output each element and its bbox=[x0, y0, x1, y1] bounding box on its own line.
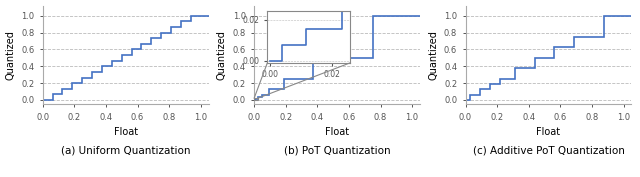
Y-axis label: Quantized: Quantized bbox=[217, 30, 227, 80]
X-axis label: Float: Float bbox=[325, 127, 349, 137]
Text: (c) Additive PoT Quantization: (c) Additive PoT Quantization bbox=[472, 146, 625, 156]
X-axis label: Float: Float bbox=[114, 127, 138, 137]
Y-axis label: Quantized: Quantized bbox=[428, 30, 438, 80]
X-axis label: Float: Float bbox=[536, 127, 561, 137]
Text: (a) Uniform Quantization: (a) Uniform Quantization bbox=[61, 146, 191, 156]
Bar bbox=[254, 98, 257, 100]
Y-axis label: Quantized: Quantized bbox=[6, 30, 15, 80]
Text: (b) PoT Quantization: (b) PoT Quantization bbox=[284, 146, 390, 156]
